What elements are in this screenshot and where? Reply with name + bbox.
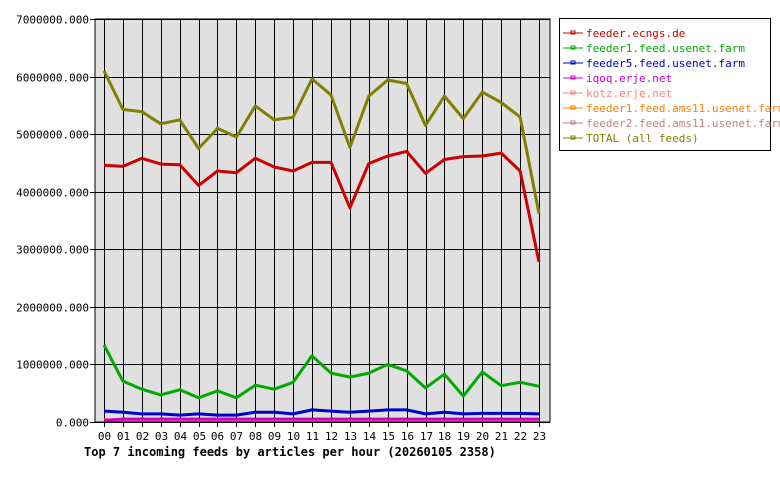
x-tick-label: 23 xyxy=(533,430,546,443)
chart-title: Top 7 incoming feeds by articles per hou… xyxy=(84,445,496,459)
legend-label: feeder2.feed.ams11.usenet.farm xyxy=(586,117,780,130)
y-tick-label: 5000000.000 xyxy=(16,129,89,142)
legend-label: feeder.ecngs.de xyxy=(586,27,685,40)
x-tick-label: 13 xyxy=(344,430,357,443)
y-tick-label: 2000000.000 xyxy=(16,302,89,315)
x-tick-label: 16 xyxy=(401,430,414,443)
x-tick-label: 09 xyxy=(268,430,281,443)
legend-label: iqoq.erje.net xyxy=(586,72,672,85)
legend-label: feeder1.feed.usenet.farm xyxy=(586,42,745,55)
legend-label: feeder5.feed.usenet.farm xyxy=(586,57,745,70)
x-tick-label: 04 xyxy=(174,430,188,443)
legend: feeder.ecngs.de feeder1.feed.usenet.farm f… xyxy=(560,19,780,151)
x-tick-label: 18 xyxy=(438,430,451,443)
x-tick-label: 03 xyxy=(155,430,168,443)
y-tick-label: 1000000.000 xyxy=(16,359,89,372)
x-tick-label: 19 xyxy=(457,430,470,443)
x-tick-label: 21 xyxy=(495,430,508,443)
x-tick-label: 05 xyxy=(193,430,206,443)
x-tick-label: 10 xyxy=(287,430,300,443)
x-tick-label: 14 xyxy=(363,430,377,443)
y-axis-ticks: 0.000 1000000.000 2000000.000 3000000.000 40… xyxy=(16,14,95,430)
x-tick-label: 22 xyxy=(514,430,527,443)
y-tick-label: 7000000.000 xyxy=(16,14,89,27)
plot-area xyxy=(95,19,550,422)
series-line xyxy=(104,419,539,420)
x-tick-label: 15 xyxy=(382,430,395,443)
x-tick-label: 00 xyxy=(98,430,111,443)
x-tick-label: 11 xyxy=(306,430,319,443)
y-tick-label: 3000000.000 xyxy=(16,244,89,257)
y-tick-label: 4000000.000 xyxy=(16,187,89,200)
legend-label: feeder1.feed.ams11.usenet.farm xyxy=(586,102,780,115)
x-tick-label: 17 xyxy=(420,430,433,443)
x-tick-label: 20 xyxy=(476,430,489,443)
legend-label: kotz.erje.net xyxy=(586,87,672,100)
x-tick-label: 07 xyxy=(230,430,243,443)
x-tick-label: 08 xyxy=(249,430,262,443)
y-tick-label: 0.000 xyxy=(56,417,89,430)
x-tick-label: 12 xyxy=(325,430,338,443)
x-axis-ticks: 00 01 02 03 04 05 06 07 08 09 10 11 12 13 14 15 16 17 18 19… xyxy=(98,422,546,443)
x-tick-label: 06 xyxy=(211,430,224,443)
y-tick-label: 6000000.000 xyxy=(16,72,89,85)
x-tick-label: 01 xyxy=(117,430,130,443)
legend-label: TOTAL (all feeds) xyxy=(586,132,699,145)
x-tick-label: 02 xyxy=(136,430,149,443)
